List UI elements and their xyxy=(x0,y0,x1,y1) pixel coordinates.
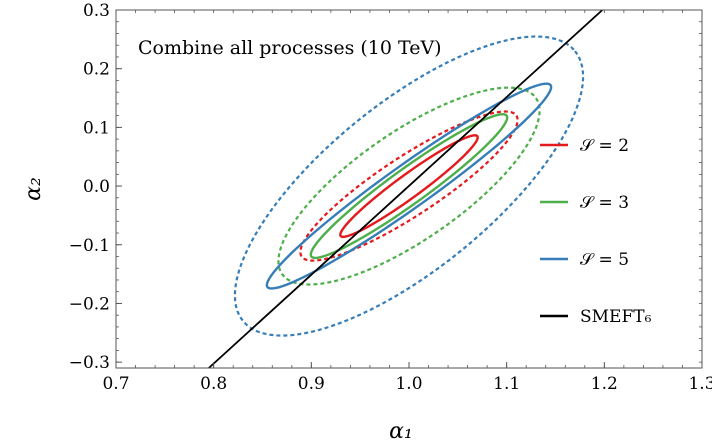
legend: 𝒮 = 2 𝒮 = 3 𝒮 = 5 SMEFT₆ xyxy=(540,136,652,327)
chart-annotation: Combine all processes (10 TeV) xyxy=(138,37,442,59)
legend-label: 𝒮 = 3 xyxy=(580,193,629,213)
y-tick-label: 0.1 xyxy=(83,118,110,138)
legend-label: SMEFT₆ xyxy=(580,307,652,327)
x-tick-label: 1.3 xyxy=(688,374,712,394)
y-tick-label: 0.3 xyxy=(83,1,110,21)
x-tick-label: 0.9 xyxy=(298,374,325,394)
smeft-line xyxy=(208,10,603,368)
contour-dashed-series-2 xyxy=(277,86,541,286)
x-tick-label: 1.2 xyxy=(591,374,618,394)
x-tick-label: 0.7 xyxy=(102,374,129,394)
contour-solid-series-3 xyxy=(265,82,553,290)
x-tick-label: 1.1 xyxy=(493,374,520,394)
contour-solid-series-1 xyxy=(339,134,479,239)
series-layer xyxy=(208,10,603,368)
x-tick-label: 1.0 xyxy=(395,374,422,394)
ticks-layer: 0.7 0.8 0.9 1.0 1.1 1.2 1.3 0.3 0.2 0.1 0.0 −0.1 −0.… xyxy=(69,1,712,394)
y-tick-label: 0.0 xyxy=(83,177,110,197)
y-tick-label: −0.2 xyxy=(69,294,110,314)
legend-label: 𝒮 = 5 xyxy=(580,250,629,270)
legend-label: 𝒮 = 2 xyxy=(580,136,629,156)
contour-dashed-series-1 xyxy=(299,110,519,262)
x-tick-label: 0.8 xyxy=(200,374,227,394)
y-tick-label: −0.1 xyxy=(69,236,110,256)
contour-solid-series-2 xyxy=(309,113,509,260)
y-tick-label: 0.2 xyxy=(83,60,110,80)
y-axis-label: α₂ xyxy=(21,177,46,201)
x-axis-label: α₁ xyxy=(389,419,413,444)
y-tick-label: −0.3 xyxy=(69,353,110,373)
contour-dashed-series-3 xyxy=(233,35,585,337)
